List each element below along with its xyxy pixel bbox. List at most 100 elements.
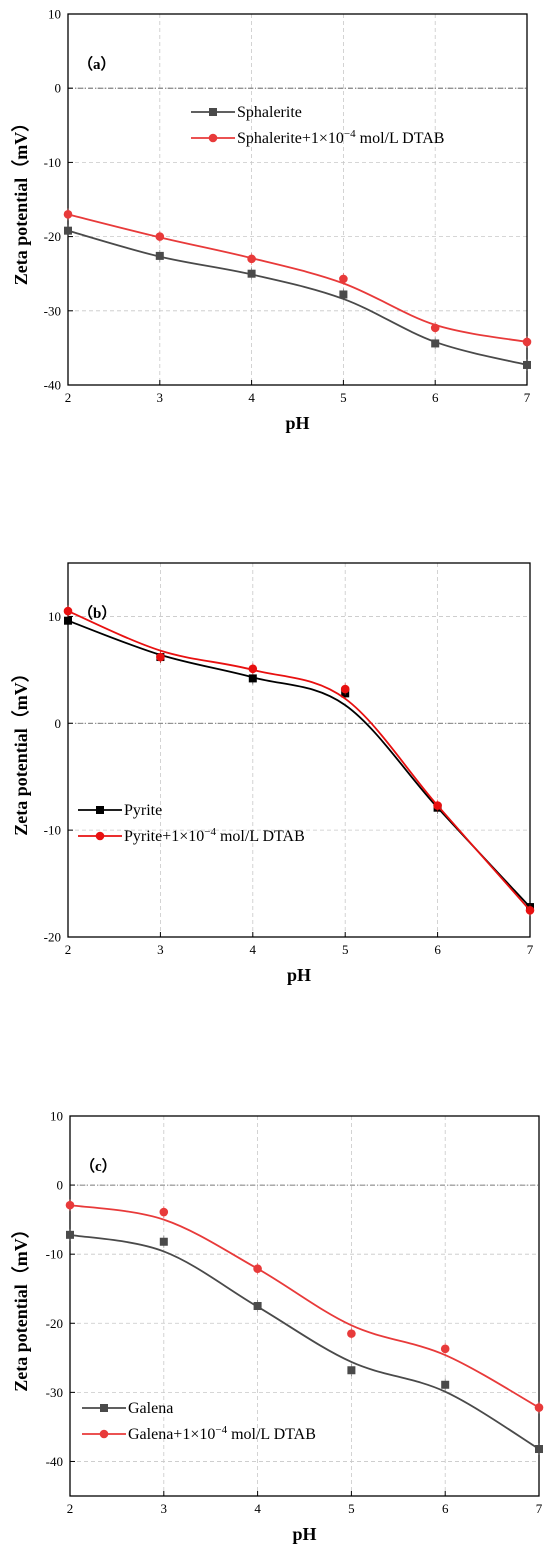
series-fit-line [67,213,528,343]
legend-entry: Sphalerite+1×10−4 mol/L DTAB [191,128,444,147]
legend-label: Sphalerite [237,104,302,121]
x-tick-label: 4 [250,942,257,957]
x-tick-label: 7 [524,390,531,405]
data-point [248,664,258,674]
legend-entry: Pyrite [78,802,162,819]
y-tick-label: -30 [46,1385,63,1400]
y-tick-label: -20 [46,1316,63,1331]
chart-panel-b: 2 3 4 5 6 7 -20 -10 0 10 pH Zeta potential（mV） （b） Py… [11,562,535,985]
plot-frame [67,562,531,938]
data-point [155,232,165,241]
x-tick-label: 2 [65,390,72,405]
x-tick-label: 3 [161,1501,168,1516]
x-tick-label: 5 [340,390,347,405]
data-point [339,274,348,284]
series-2 [63,208,532,348]
data-point [441,1380,450,1389]
y-tick-label: 10 [48,7,61,22]
y-tick-label: 0 [55,81,62,96]
data-point [248,674,257,683]
legend-label-main: Galena+1×10 [128,1426,215,1443]
y-axis-label: Zeta potential（mV） [11,114,31,285]
data-point [247,254,256,264]
y-tick-label: -10 [44,823,61,838]
data-point [433,801,442,810]
legend-label-suffix: mol/L DTAB [216,828,305,845]
y-tick-label: -10 [44,155,61,170]
data-point [340,684,350,694]
y-tick-label: -20 [44,229,61,244]
x-tick-label: 5 [348,1501,355,1516]
data-point [347,1329,356,1338]
x-tick-label: 6 [432,390,439,405]
legend-label: Galena [128,1400,173,1417]
legend-marker [95,831,105,841]
x-tick-label: 5 [342,942,349,957]
series-1 [66,1228,543,1456]
data-point [523,360,531,369]
series-2 [63,605,535,917]
data-point [155,251,164,260]
data-point [253,1302,262,1310]
series-1 [64,614,534,914]
plot-frame [69,1115,540,1497]
x-tick-label: 3 [157,390,164,405]
data-point [339,290,348,299]
x-tick-label: 7 [527,942,534,957]
legend-label-main: Sphalerite [237,104,302,121]
legend-label: Pyrite+1×10−4 mol/L DTAB [124,826,305,845]
x-axis-label: pH [285,413,309,433]
series-fit-line [69,1233,540,1450]
legend-label-main: Sphalerite+1×10 [237,130,344,147]
x-axis-label: pH [292,1524,316,1544]
series-fit-line [69,1204,540,1409]
panel-label: （a） [78,55,116,73]
y-axis-label: Zeta potential（mV） [11,1220,31,1391]
series-fit-line [67,619,531,908]
data-point [347,1366,356,1375]
series-1 [64,224,531,371]
data-point [525,905,535,915]
y-tick-label: 0 [55,716,62,731]
x-tick-label: 2 [67,1501,74,1516]
legend-entry: Pyrite+1×10−4 mol/L DTAB [78,826,305,845]
data-point [522,337,532,347]
data-point [247,269,256,278]
data-point [64,226,72,235]
legend-label-main: Pyrite+1×10 [124,828,204,845]
legend-label-main: Galena [128,1400,173,1417]
x-tick-label: 3 [157,942,164,957]
legend-marker [99,1429,109,1439]
data-point [440,1344,450,1354]
legend-entry: Sphalerite [191,104,302,121]
x-tick-label: 7 [536,1501,543,1516]
series-fit-line [67,610,531,911]
panel-label: （b） [78,604,116,622]
legend-marker [208,133,218,143]
x-tick-label: 4 [254,1501,261,1516]
data-point [66,1230,74,1239]
data-point [156,652,165,662]
x-tick-label: 6 [434,942,441,957]
legend-label: Galena+1×10−4 mol/L DTAB [128,1424,316,1443]
y-tick-label: -40 [44,378,61,393]
legend-label-superscript: −4 [344,128,356,140]
legend-label-suffix: mol/L DTAB [227,1426,316,1443]
data-point [159,1207,169,1217]
legend-label-superscript: −4 [204,826,216,838]
legend-label-main: Pyrite [124,802,162,819]
x-tick-label: 6 [442,1501,449,1516]
data-point [535,1445,543,1454]
y-tick-label: -20 [44,930,61,945]
legend-entry: Galena+1×10−4 mol/L DTAB [82,1424,316,1443]
chart-panel-a: 2 3 4 5 6 7 -40 -30 -20 -10 0 10 pH Zeta potential（mV… [11,7,532,433]
legend-marker [100,1404,108,1412]
y-tick-label: 0 [57,1178,64,1193]
x-tick-label: 2 [65,942,72,957]
data-point [159,1237,168,1246]
data-point [65,1200,75,1210]
panel-label: （c） [80,1157,117,1175]
data-point [430,323,440,333]
data-point [63,606,73,616]
